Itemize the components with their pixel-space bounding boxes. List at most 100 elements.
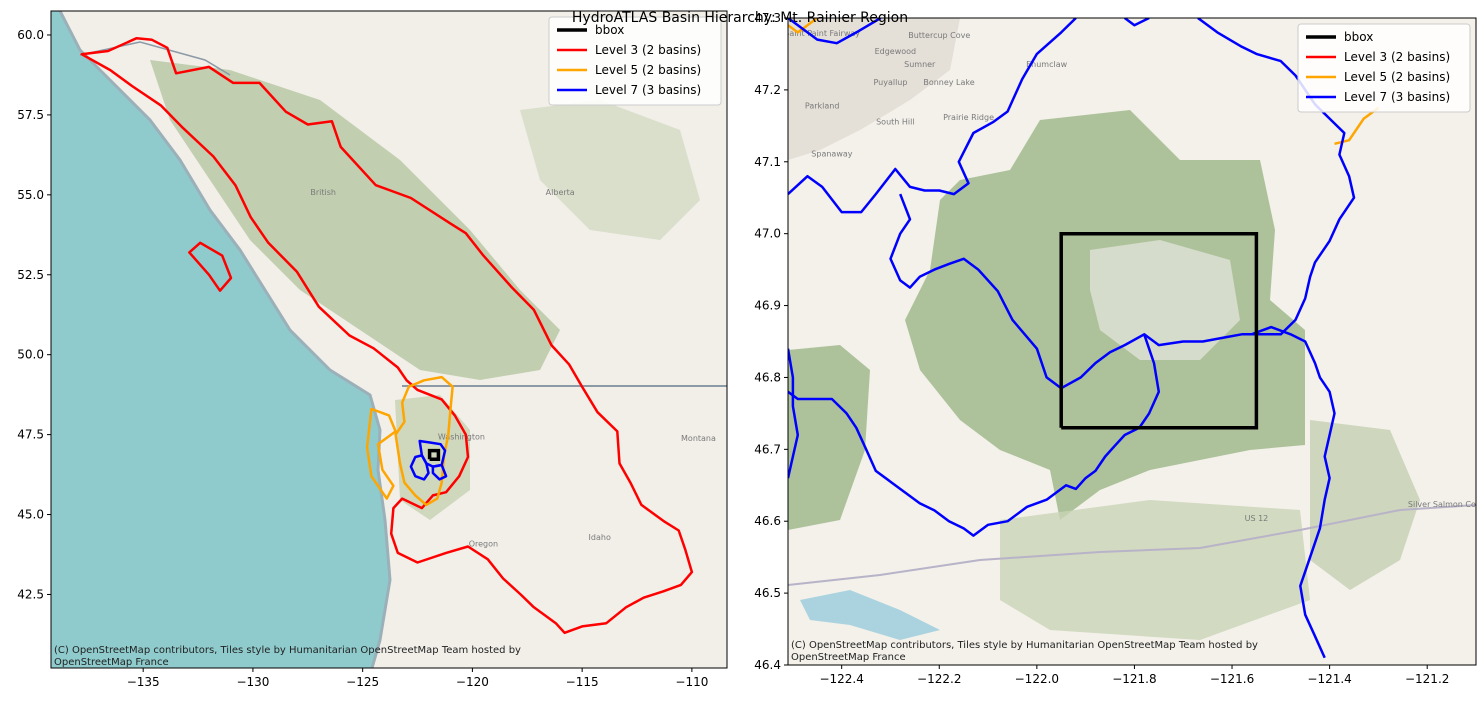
right-basin-layers <box>788 18 1380 659</box>
left-map-labels: Washington Montana Oregon Idaho Alberta Briti… <box>310 188 716 549</box>
left-axes-frame <box>50 10 728 669</box>
legend-label: bbox <box>595 23 624 37</box>
x-tick-label: −135 <box>127 675 160 689</box>
y-tick-label: 47.1 <box>754 155 781 169</box>
y-tick-label: 57.5 <box>17 108 44 122</box>
map-place-label: Idaho <box>589 533 611 542</box>
highway-us12 <box>788 504 1476 586</box>
basin-outline <box>1251 325 1336 659</box>
y-tick-label: 45.0 <box>17 508 44 522</box>
legend-label: Level 3 (2 basins) <box>1344 50 1450 64</box>
left-attribution: (C) OpenStreetMap contributors, Tiles st… <box>54 645 521 668</box>
map-place-label: South Hill <box>876 117 914 126</box>
x-tick-label: −120 <box>456 675 489 689</box>
basin-outline <box>409 454 430 481</box>
basin-outline <box>1123 18 1150 27</box>
y-tick-label: 46.9 <box>754 299 781 313</box>
x-tick-label: −122.2 <box>917 672 961 686</box>
y-tick-label: 47.5 <box>17 428 44 442</box>
legend-label: Level 5 (2 basins) <box>1344 70 1450 84</box>
right-bbox-layer <box>1059 231 1259 430</box>
x-tick-label: −130 <box>236 675 269 689</box>
right-legend: bbox Level 3 (2 basins) Level 5 (2 basins)… <box>1297 23 1471 113</box>
legend-entry: bbox <box>1306 30 1373 44</box>
y-tick-label: 60.0 <box>17 28 44 42</box>
legend-entry: Level 3 (2 basins) <box>1306 50 1450 64</box>
map-place-label: Bonney Lake <box>923 78 974 87</box>
right-attribution: (C) OpenStreetMap contributors, Tiles st… <box>791 640 1258 663</box>
x-tick-label: −121.4 <box>1307 672 1351 686</box>
pacific-ocean <box>51 11 390 668</box>
right-y-axis: 46.4 46.5 46.6 46.7 46.8 46.9 47.0 47.1 47.2 47.3 <box>754 11 788 672</box>
legend-label: Level 3 (2 basins) <box>595 43 701 57</box>
right-basemap: Saint Paint Fairway Edgewood Buttercup Cov… <box>788 18 1476 665</box>
legend-label: bbox <box>1344 30 1373 44</box>
left-map-panel: Washington Montana Oregon Idaho Alberta Briti… <box>17 10 728 689</box>
legend-label: Level 7 (3 basins) <box>1344 90 1450 104</box>
x-tick-label: −121.8 <box>1112 672 1156 686</box>
x-tick-label: −122.0 <box>1015 672 1059 686</box>
map-place-label: Enumclaw <box>1026 60 1068 69</box>
y-tick-label: 46.5 <box>754 586 781 600</box>
y-tick-label: 47.3 <box>754 11 781 25</box>
basin-outline <box>394 375 454 507</box>
map-place-label: British <box>310 188 336 197</box>
y-tick-label: 46.6 <box>754 514 781 528</box>
map-place-label: US 12 <box>1245 514 1269 523</box>
basin-outline <box>788 18 1077 214</box>
left-x-axis: −135 −130 −125 −120 −115 −110 <box>127 668 708 689</box>
map-place-label: Sumner <box>904 60 936 69</box>
forest-region <box>150 60 560 380</box>
y-tick-label: 47.0 <box>754 227 781 241</box>
left-basin-layers <box>80 36 694 635</box>
forest-region-east <box>520 100 700 240</box>
map-place-label: Puyallup <box>873 78 907 87</box>
x-tick-label: −115 <box>566 675 599 689</box>
y-tick-label: 52.5 <box>17 268 44 282</box>
basin-outline <box>188 241 233 292</box>
legend-entry: Level 3 (2 basins) <box>557 43 701 57</box>
legend-entry: bbox <box>557 23 624 37</box>
x-tick-label: −125 <box>346 675 379 689</box>
basin-outline <box>788 348 800 479</box>
basin-series-level-3 <box>80 36 694 635</box>
legend-entry: Level 5 (2 basins) <box>557 63 701 77</box>
map-place-label: Washington <box>438 432 485 441</box>
x-tick-label: −110 <box>675 675 708 689</box>
map-place-label: Spanaway <box>811 150 852 159</box>
map-place-label: Prairie Ridge <box>943 113 994 122</box>
map-place-label: Alberta <box>546 188 575 197</box>
bbox-rectangle <box>427 448 441 461</box>
basin-series-level-5 <box>365 375 454 507</box>
legend-entry: Level 5 (2 basins) <box>1306 70 1450 84</box>
y-tick-label: 46.4 <box>754 658 781 672</box>
legend-box <box>548 16 722 106</box>
basin-outline <box>431 463 448 481</box>
basin-outline <box>365 407 397 500</box>
left-basemap: Washington Montana Oregon Idaho Alberta Briti… <box>51 11 727 668</box>
basin-outline <box>788 18 882 45</box>
map-place-label: Parkland <box>805 102 840 111</box>
y-tick-label: 50.0 <box>17 348 44 362</box>
y-tick-label: 55.0 <box>17 188 44 202</box>
legend-label: Level 7 (3 basins) <box>595 83 701 97</box>
forest-south <box>1000 500 1310 640</box>
right-map-labels: Saint Paint Fairway Edgewood Buttercup Cov… <box>788 29 1476 523</box>
map-place-label: Buttercup Cove <box>908 31 970 40</box>
basin-series-level-7 <box>788 18 1356 659</box>
forest-east <box>1310 420 1420 590</box>
right-map-panel: Saint Paint Fairway Edgewood Buttercup Cov… <box>754 11 1477 686</box>
map-place-label: Edgewood <box>875 47 917 56</box>
urban-area <box>788 18 960 160</box>
basin-outline <box>889 193 1252 390</box>
y-tick-label: 46.8 <box>754 370 781 384</box>
y-tick-label: 47.2 <box>754 83 781 97</box>
right-x-axis: −122.4 −122.2 −122.0 −121.8 −121.6 −121.4 −121… <box>819 665 1449 686</box>
y-tick-label: 46.7 <box>754 442 781 456</box>
basin-series-level-7 <box>409 439 448 481</box>
map-place-label: Montana <box>681 434 716 443</box>
attribution-line-1: (C) OpenStreetMap contributors, Tiles st… <box>791 640 1258 651</box>
coast-shelf <box>58 11 392 668</box>
